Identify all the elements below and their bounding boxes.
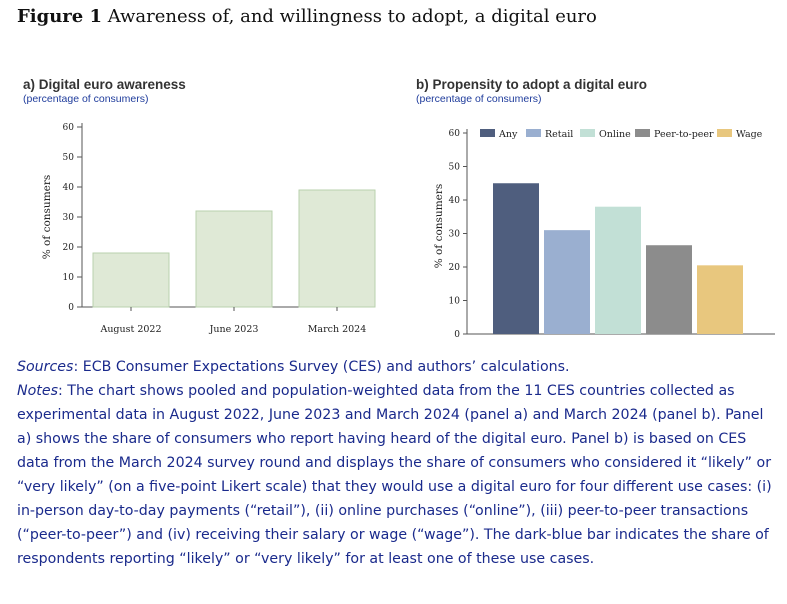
awareness-y-tick-label: 60: [63, 123, 75, 133]
legend-label-any: Any: [498, 129, 518, 140]
awareness-y-tick-label: 10: [63, 273, 75, 283]
awareness-x-tick-label: June 2023: [209, 324, 259, 335]
panel-a-title: a) Digital euro awareness: [23, 77, 186, 92]
legend-label-wage: Wage: [736, 129, 763, 140]
panel-b-title: b) Propensity to adopt a digital euro: [416, 77, 648, 92]
awareness-y-tick-label: 50: [63, 153, 75, 163]
notes-text: : The chart shows pooled and population-…: [17, 383, 772, 567]
adoption-y-tick-label: 50: [449, 163, 461, 173]
adoption-y-tick-label: 30: [449, 230, 461, 240]
awareness-y-tick-label: 30: [63, 213, 75, 223]
sources-line: Sources: ECB Consumer Expectations Surve…: [17, 355, 777, 379]
figure-title-text: Awareness of, and willingness to adopt, …: [107, 6, 597, 27]
adoption-y-tick-label: 0: [454, 330, 460, 340]
legend-label-retail: Retail: [545, 129, 573, 140]
notes-label: Notes: [17, 383, 58, 399]
awareness-x-tick-label: March 2024: [308, 324, 367, 335]
awareness-x-tick-label: August 2022: [99, 324, 161, 335]
figure-title: Figure 1 Awareness of, and willingness t…: [17, 6, 597, 27]
legend-swatch-wage: [717, 129, 732, 137]
legend-swatch-any: [480, 129, 495, 137]
notes-block: Sources: ECB Consumer Expectations Surve…: [17, 355, 777, 571]
adoption-y-axis-label: % of consumers: [433, 184, 445, 269]
awareness-bar: [92, 252, 170, 308]
notes-paragraph: Notes: The chart shows pooled and popula…: [17, 379, 777, 571]
awareness-bar: [195, 210, 273, 308]
legend-swatch-retail: [526, 129, 541, 137]
adoption-y-tick-label: 20: [449, 263, 461, 273]
adoption-y-tick-label: 40: [449, 196, 461, 206]
awareness-y-tick-label: 40: [63, 183, 75, 193]
adoption-y-tick-label: 10: [449, 297, 461, 307]
awareness-y-tick-label: 20: [63, 243, 75, 253]
adoption-bar-online: [595, 206, 641, 334]
adoption-bar-any: [493, 183, 539, 334]
adoption-y-tick-label: 60: [449, 129, 461, 139]
panel-b-subtitle: (percentage of consumers): [416, 93, 542, 105]
awareness-bar: [298, 189, 376, 308]
awareness-y-axis-label: % of consumers: [41, 175, 53, 260]
adoption-bar-retail: [544, 230, 590, 334]
adoption-bar-peer-to-peer: [646, 245, 692, 334]
awareness-y-tick-label: 0: [68, 303, 74, 313]
adoption-bar-wage: [697, 265, 743, 334]
adoption-chart: 0 10 20 30 40 50 60 % of consumers Any Retail Onli…: [433, 129, 775, 340]
figure-label: Figure 1: [17, 6, 103, 27]
sources-label: Sources: [17, 359, 74, 375]
panel-a-subtitle: (percentage of consumers): [23, 93, 149, 105]
awareness-chart: 0 10 20 30 40 50 60 % of consumers August 2022 Ju…: [41, 123, 376, 335]
legend-label-peer-to-peer: Peer-to-peer: [654, 129, 714, 140]
legend-label-online: Online: [599, 129, 631, 140]
legend-swatch-online: [580, 129, 595, 137]
sources-text: : ECB Consumer Expectations Survey (CES)…: [73, 359, 570, 375]
legend-swatch-peer-to-peer: [635, 129, 650, 137]
